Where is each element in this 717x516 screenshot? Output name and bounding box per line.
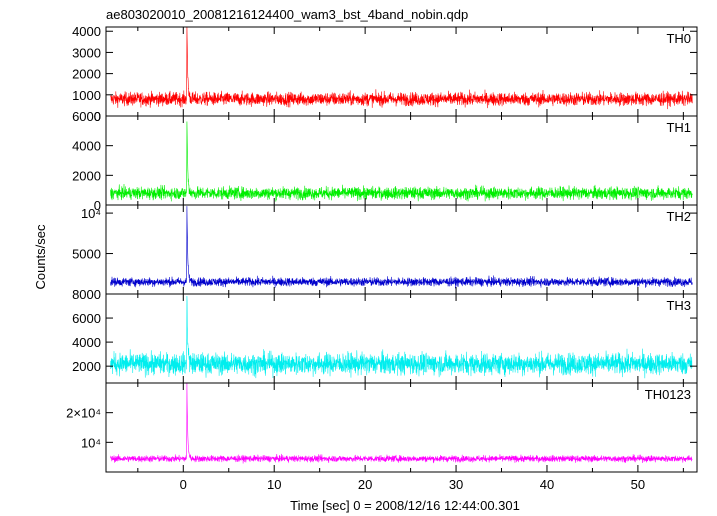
y-tick-label: 4000 [72, 335, 101, 350]
x-tick-label: 30 [449, 477, 463, 492]
panel-label: TH2 [666, 209, 691, 224]
x-axis-tick-labels: 0 10 20 30 40 50 [180, 477, 645, 492]
panel-label: TH0 [666, 31, 691, 46]
chart-title: ae803020010_20081216124400_wam3_bst_4ban… [106, 7, 468, 22]
y-tick-label: 3000 [72, 45, 101, 60]
panel-label: TH3 [666, 298, 691, 313]
y-tick-label: 5000 [72, 247, 101, 262]
y-tick-label: 6000 [72, 109, 101, 124]
y-tick-label: 0 [94, 198, 101, 213]
panel-th0123: 10⁴ 2×10⁴ TH0123 [66, 382, 698, 473]
y-tick-label: 2000 [72, 359, 101, 374]
y-tick-label: 4000 [72, 24, 101, 39]
x-axis-label: Time [sec] 0 = 2008/12/16 12:44:00.301 [290, 498, 520, 513]
y-tick-label: 4000 [72, 139, 101, 154]
y-tick-label: 0 [94, 109, 101, 124]
y-tick-label: 10⁴ [81, 435, 101, 450]
series-th0123 [110, 383, 693, 464]
panel-frame [105, 382, 698, 473]
x-tick-label: 10 [267, 477, 281, 492]
panel-th0: 0 1000 2000 3000 4000 TH0 [72, 24, 698, 124]
x-tick-label: 20 [358, 477, 372, 492]
y-tick-label: 2×10⁴ [66, 406, 101, 421]
y-tick-label: 1000 [72, 88, 101, 103]
y-axis-label: Counts/sec [33, 224, 48, 290]
x-tick-label: 0 [180, 477, 187, 492]
series-th2 [110, 206, 693, 289]
series-th3 [110, 295, 693, 379]
panels-group: 0 1000 2000 3000 4000 TH0 0 2000 4000 6000 TH1 5000… [66, 24, 698, 473]
panel-th1: 0 2000 4000 6000 TH1 [72, 109, 698, 213]
x-tick-label: 40 [540, 477, 554, 492]
panel-label: TH1 [666, 120, 691, 135]
series-th0 [110, 27, 693, 110]
panel-th3: 2000 4000 6000 8000 TH3 [72, 287, 698, 384]
series-th1 [110, 121, 693, 202]
y-tick-label: 2000 [72, 67, 101, 82]
y-tick-label: 10⁴ [81, 206, 101, 221]
y-tick-label: 2000 [72, 168, 101, 183]
panel-label: TH0123 [645, 387, 691, 402]
y-tick-label: 6000 [72, 311, 101, 326]
panel-th2: 5000 10⁴ TH2 [72, 204, 698, 295]
y-tick-label: 8000 [72, 287, 101, 302]
x-tick-label: 50 [631, 477, 645, 492]
